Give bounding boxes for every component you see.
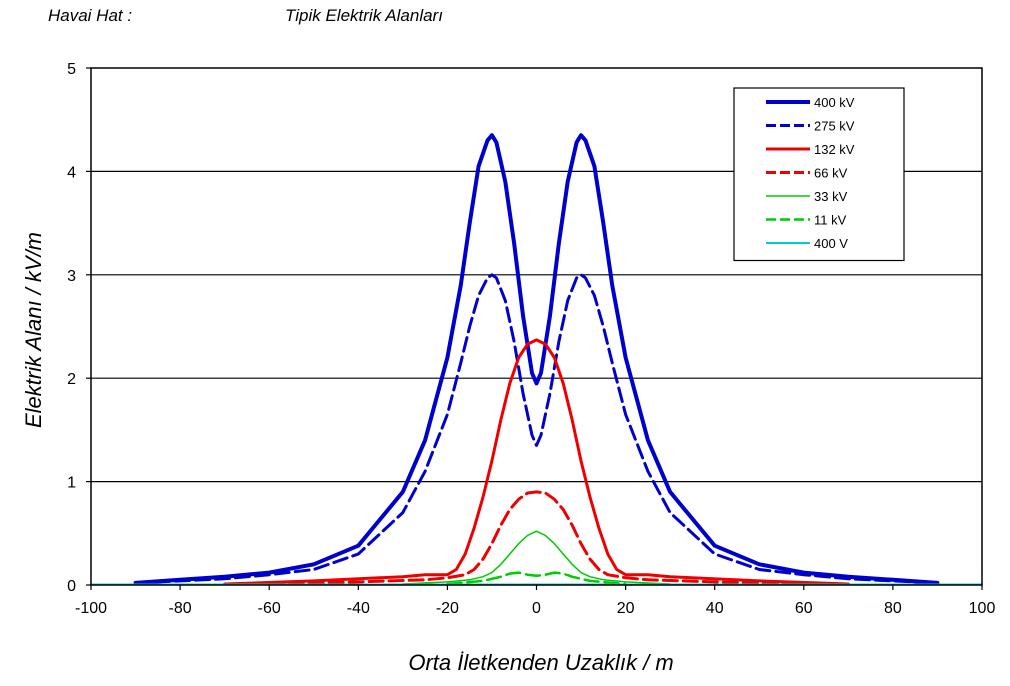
legend: 400 kV 275 kV 132 kV 66 kV 33 kV 11 kV 400 V bbox=[733, 87, 905, 262]
y-tick-label-3: 3 bbox=[67, 268, 76, 285]
x-tick-label-6: 20 bbox=[617, 600, 635, 617]
y-tick-label-0: 0 bbox=[67, 578, 76, 595]
legend-label-1: 275 kV bbox=[814, 119, 855, 134]
y-tick-label-1: 1 bbox=[67, 475, 76, 492]
y-tick-label-4: 4 bbox=[67, 164, 76, 181]
series-line-5 bbox=[446, 571, 627, 586]
legend-box bbox=[733, 87, 905, 262]
series-line-0 bbox=[133, 133, 940, 585]
x-axis-label: Orta İletkenden Uzaklık / m bbox=[408, 650, 674, 675]
x-tick-label-7: 40 bbox=[706, 600, 724, 617]
x-tick-label-1: -80 bbox=[169, 600, 192, 617]
x-tick-label-5: 0 bbox=[532, 600, 541, 617]
chart-title: Tipik Elektrik Alanları bbox=[285, 6, 443, 25]
x-tick-label-0: -100 bbox=[75, 600, 107, 617]
legend-label-3: 66 kV bbox=[814, 166, 848, 181]
x-tick-label-4: -20 bbox=[436, 600, 459, 617]
axis-ticks: 0 1 2 3 4 5 -100 -80 -60 -40 -20 0 20 40 60 80 100 bbox=[67, 61, 995, 617]
legend-label-5: 11 kV bbox=[814, 213, 847, 228]
legend-label-0: 400 kV bbox=[814, 95, 855, 110]
y-tick-label-5: 5 bbox=[67, 61, 76, 78]
legend-label-2: 132 kV bbox=[814, 142, 855, 157]
x-tick-label-2: -60 bbox=[258, 600, 281, 617]
x-tick-label-9: 80 bbox=[884, 600, 902, 617]
series-line-3 bbox=[267, 490, 806, 586]
x-tick-label-10: 100 bbox=[969, 600, 996, 617]
y-tick-label-2: 2 bbox=[67, 371, 76, 388]
x-tick-label-3: -40 bbox=[347, 600, 370, 617]
series-line-4 bbox=[402, 530, 671, 585]
chart-header-left: Havai Hat : bbox=[48, 6, 133, 25]
legend-label-6: 400 V bbox=[814, 236, 848, 251]
grid-lines bbox=[91, 170, 982, 483]
legend-label-4: 33 kV bbox=[814, 189, 848, 204]
series-line-1 bbox=[134, 273, 939, 585]
x-tick-label-8: 60 bbox=[795, 600, 813, 617]
y-axis-label: Elektrik Alanı / kV/m bbox=[21, 231, 46, 429]
series-line-2 bbox=[223, 338, 850, 586]
